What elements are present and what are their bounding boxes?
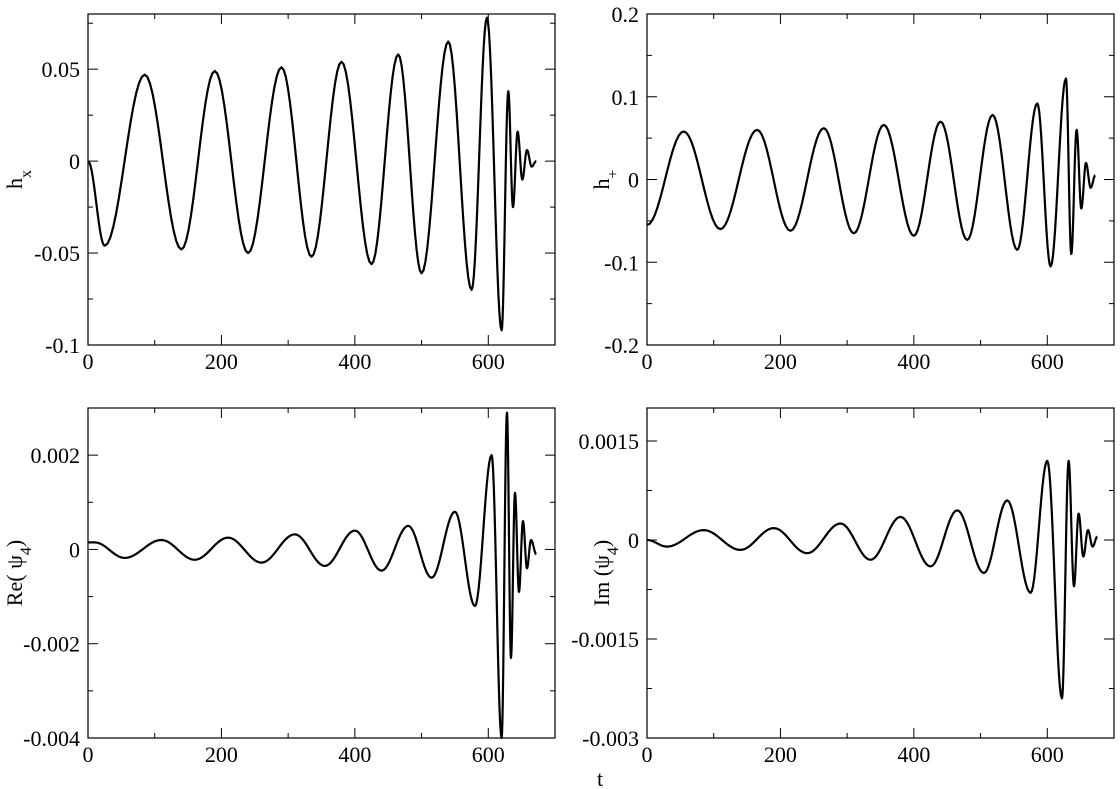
y-tick-label: -0.2 bbox=[604, 333, 639, 358]
y-tick-label: -0.1 bbox=[604, 250, 639, 275]
y-axis-label: Re( ψ4) bbox=[2, 540, 35, 606]
x-tick-label: 600 bbox=[1031, 349, 1064, 374]
y-axis-label: Im (ψ4) bbox=[589, 540, 622, 606]
plot-frame bbox=[646, 407, 1115, 739]
x-tick-label: 400 bbox=[338, 349, 371, 374]
series-line bbox=[646, 459, 1099, 700]
plot-frame bbox=[87, 13, 556, 346]
series-line bbox=[87, 411, 538, 740]
y-tick-label: 0.05 bbox=[42, 57, 81, 82]
y-tick-label: -0.002 bbox=[23, 632, 80, 657]
y-tick-label: 0.0015 bbox=[579, 429, 640, 454]
panel-re-psi4: 0 200 400 600 -0.004 -0.002 0 0.002 Re( ψ4) bbox=[2, 407, 556, 767]
x-tick-label: 0 bbox=[83, 742, 94, 767]
panel-hx: 0 200 400 600 -0.1 -0.05 0 0.05 hx bbox=[2, 13, 556, 374]
x-tick-label: 0 bbox=[642, 742, 653, 767]
y-tick-label: 0 bbox=[69, 537, 80, 562]
y-tick-label: -0.004 bbox=[23, 726, 80, 751]
x-axis-label: t bbox=[597, 766, 603, 789]
x-tick-label: 200 bbox=[205, 742, 238, 767]
x-tick-label: 600 bbox=[1031, 742, 1064, 767]
x-tick-label: 200 bbox=[205, 349, 238, 374]
series-line bbox=[87, 16, 538, 332]
y-axis-label: hx bbox=[2, 170, 35, 189]
y-tick-label: -0.0015 bbox=[571, 627, 639, 652]
x-tick-label: 400 bbox=[338, 742, 371, 767]
plot-frame bbox=[87, 407, 556, 739]
y-axis-label: h+ bbox=[589, 169, 622, 189]
x-tick-label: 0 bbox=[642, 349, 653, 374]
panel-im-psi4: 0 200 400 600 -0.003 -0.0015 0 0.0015 Im (ψ4) bbox=[571, 407, 1115, 767]
y-tick-label: 0.2 bbox=[612, 2, 640, 27]
y-tick-label: 0 bbox=[628, 168, 639, 193]
x-tick-label: 600 bbox=[472, 742, 505, 767]
y-tick-label: -0.1 bbox=[45, 333, 80, 358]
x-tick-label: 0 bbox=[83, 349, 94, 374]
x-tick-label: 200 bbox=[764, 742, 797, 767]
x-tick-label: 200 bbox=[764, 349, 797, 374]
series-line bbox=[646, 77, 1097, 268]
y-tick-label: 0 bbox=[628, 528, 639, 553]
y-tick-label: 0 bbox=[69, 149, 80, 174]
y-tick-label: -0.003 bbox=[582, 726, 639, 751]
x-tick-label: 600 bbox=[472, 349, 505, 374]
x-tick-label: 400 bbox=[897, 742, 930, 767]
panel-hplus: 0 200 400 600 -0.2 -0.1 0 0.1 0.2 h+ bbox=[589, 2, 1115, 374]
y-tick-label: 0.002 bbox=[31, 443, 81, 468]
x-tick-label: 400 bbox=[897, 349, 930, 374]
y-tick-label: 0.1 bbox=[612, 85, 640, 110]
y-tick-label: -0.05 bbox=[34, 241, 80, 266]
